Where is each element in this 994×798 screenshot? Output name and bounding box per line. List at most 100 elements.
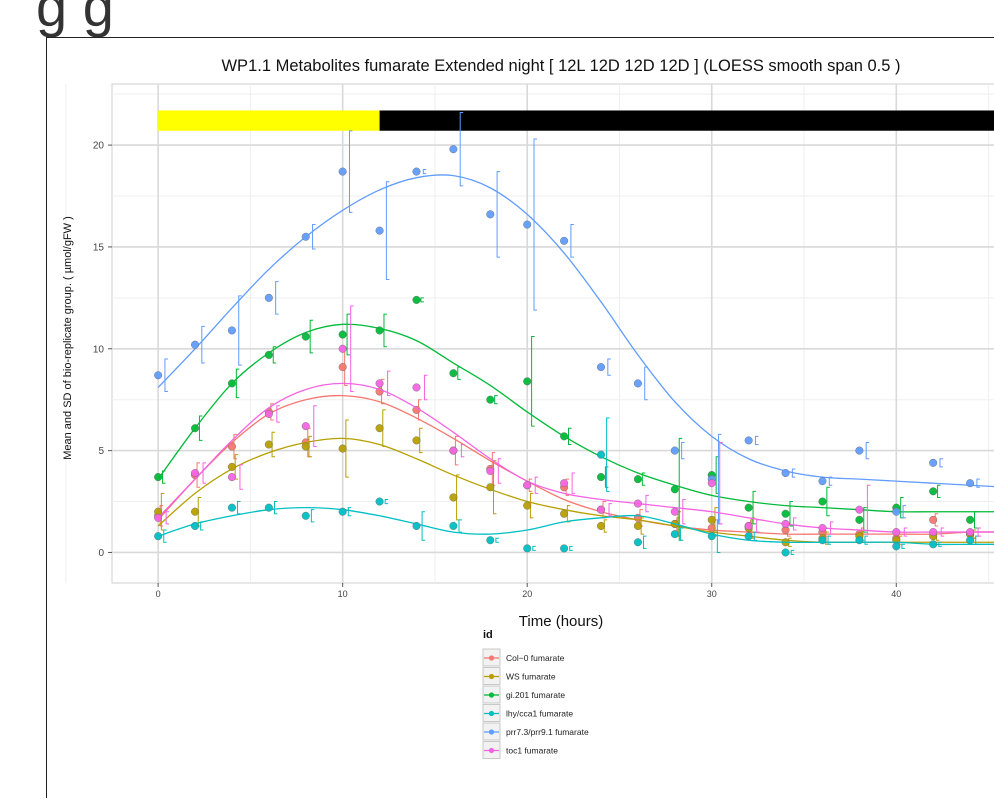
error-bar xyxy=(420,297,424,303)
data-point xyxy=(449,521,458,530)
data-point xyxy=(818,524,827,533)
error-bar xyxy=(459,112,464,187)
data-point xyxy=(855,536,864,545)
data-point xyxy=(892,542,901,551)
error-bar xyxy=(902,505,907,519)
error-bar xyxy=(235,368,240,399)
error-bar xyxy=(828,476,833,486)
data-point xyxy=(154,473,163,482)
data-point xyxy=(154,371,163,380)
data-point xyxy=(264,293,273,302)
light-dark-bar-segment xyxy=(379,110,994,131)
error-bar xyxy=(458,519,462,533)
x-axis-label: Time (hours) xyxy=(519,613,603,630)
data-point xyxy=(449,369,458,378)
data-point xyxy=(633,379,642,388)
legend-label: gi.201 fumarate xyxy=(506,690,565,700)
data-point xyxy=(523,544,532,553)
data-point xyxy=(449,446,458,455)
error-bar xyxy=(940,527,945,537)
error-bar xyxy=(383,313,387,348)
data-point xyxy=(191,521,200,530)
data-point xyxy=(486,395,495,404)
data-point xyxy=(301,511,310,520)
data-point xyxy=(301,232,310,241)
x-tick-label: 20 xyxy=(522,589,532,599)
data-point xyxy=(929,458,938,467)
error-bar xyxy=(384,498,389,505)
legend-key-point xyxy=(488,729,495,735)
error-bar xyxy=(165,511,170,525)
data-point xyxy=(670,507,679,516)
error-bar xyxy=(531,336,535,427)
data-point xyxy=(154,513,163,522)
data-point xyxy=(744,532,753,541)
legend-key-point xyxy=(488,747,495,754)
x-tick-label: 40 xyxy=(891,589,901,599)
error-bar xyxy=(793,517,797,531)
data-point xyxy=(892,528,901,537)
data-point xyxy=(227,442,236,451)
error-bar xyxy=(198,415,203,441)
data-point xyxy=(597,505,606,514)
error-bar xyxy=(901,543,905,549)
y-tick-label: 0 xyxy=(98,548,104,559)
y-axis-label: Mean and SD of bio-replicate group. ( µm… xyxy=(62,216,74,460)
error-bar xyxy=(608,503,613,517)
series-fit-line xyxy=(157,382,994,533)
error-bar xyxy=(752,490,757,525)
data-point xyxy=(597,363,606,372)
data-point xyxy=(412,521,421,530)
data-point xyxy=(523,220,532,229)
error-bar xyxy=(645,494,649,513)
data-point xyxy=(744,503,753,512)
error-bar xyxy=(534,476,539,494)
error-bar xyxy=(275,281,279,315)
error-bar xyxy=(900,496,904,519)
figure-frame: WP1.1 Metabolites fumarate Extended nigh… xyxy=(46,37,994,798)
error-bar xyxy=(532,545,536,551)
error-bar xyxy=(791,468,796,478)
data-point xyxy=(966,515,975,524)
series-group xyxy=(154,305,994,537)
axes: 0 10 20 30 40 0 5 10 15 20 xyxy=(93,141,901,599)
error-bar xyxy=(313,405,317,448)
data-point xyxy=(560,544,569,553)
data-point xyxy=(781,548,790,557)
legend-key-point xyxy=(488,692,495,698)
data-point xyxy=(966,528,975,537)
data-point xyxy=(191,340,200,349)
legend-key-point xyxy=(488,655,495,661)
error-bar xyxy=(679,527,684,541)
legend-label: toc1 fumarate xyxy=(506,746,558,756)
error-bar xyxy=(977,527,982,537)
data-point xyxy=(412,383,421,392)
data-point xyxy=(855,515,864,524)
error-bar xyxy=(533,138,538,311)
error-bar xyxy=(421,511,426,541)
error-bar xyxy=(865,441,870,460)
data-point xyxy=(227,503,236,512)
error-bar xyxy=(201,325,205,364)
data-point xyxy=(338,344,347,353)
data-point xyxy=(264,409,273,418)
error-bar xyxy=(348,130,353,213)
error-bar xyxy=(826,486,830,517)
data-point xyxy=(338,330,347,339)
data-point xyxy=(486,210,495,219)
error-bar xyxy=(495,537,499,543)
data-point xyxy=(338,167,347,176)
error-bar xyxy=(422,169,427,175)
data-point xyxy=(818,536,827,545)
legend-key-point xyxy=(488,710,495,717)
data-point xyxy=(227,473,236,482)
error-bar xyxy=(350,305,354,393)
data-point xyxy=(264,350,273,359)
data-point xyxy=(670,485,679,494)
legend-label: lhy/cca1 fumarate xyxy=(506,709,573,719)
error-bar xyxy=(976,478,980,488)
error-bar xyxy=(569,545,573,551)
plot-panel xyxy=(111,83,994,584)
error-bar xyxy=(309,319,314,354)
error-bar xyxy=(387,370,391,397)
